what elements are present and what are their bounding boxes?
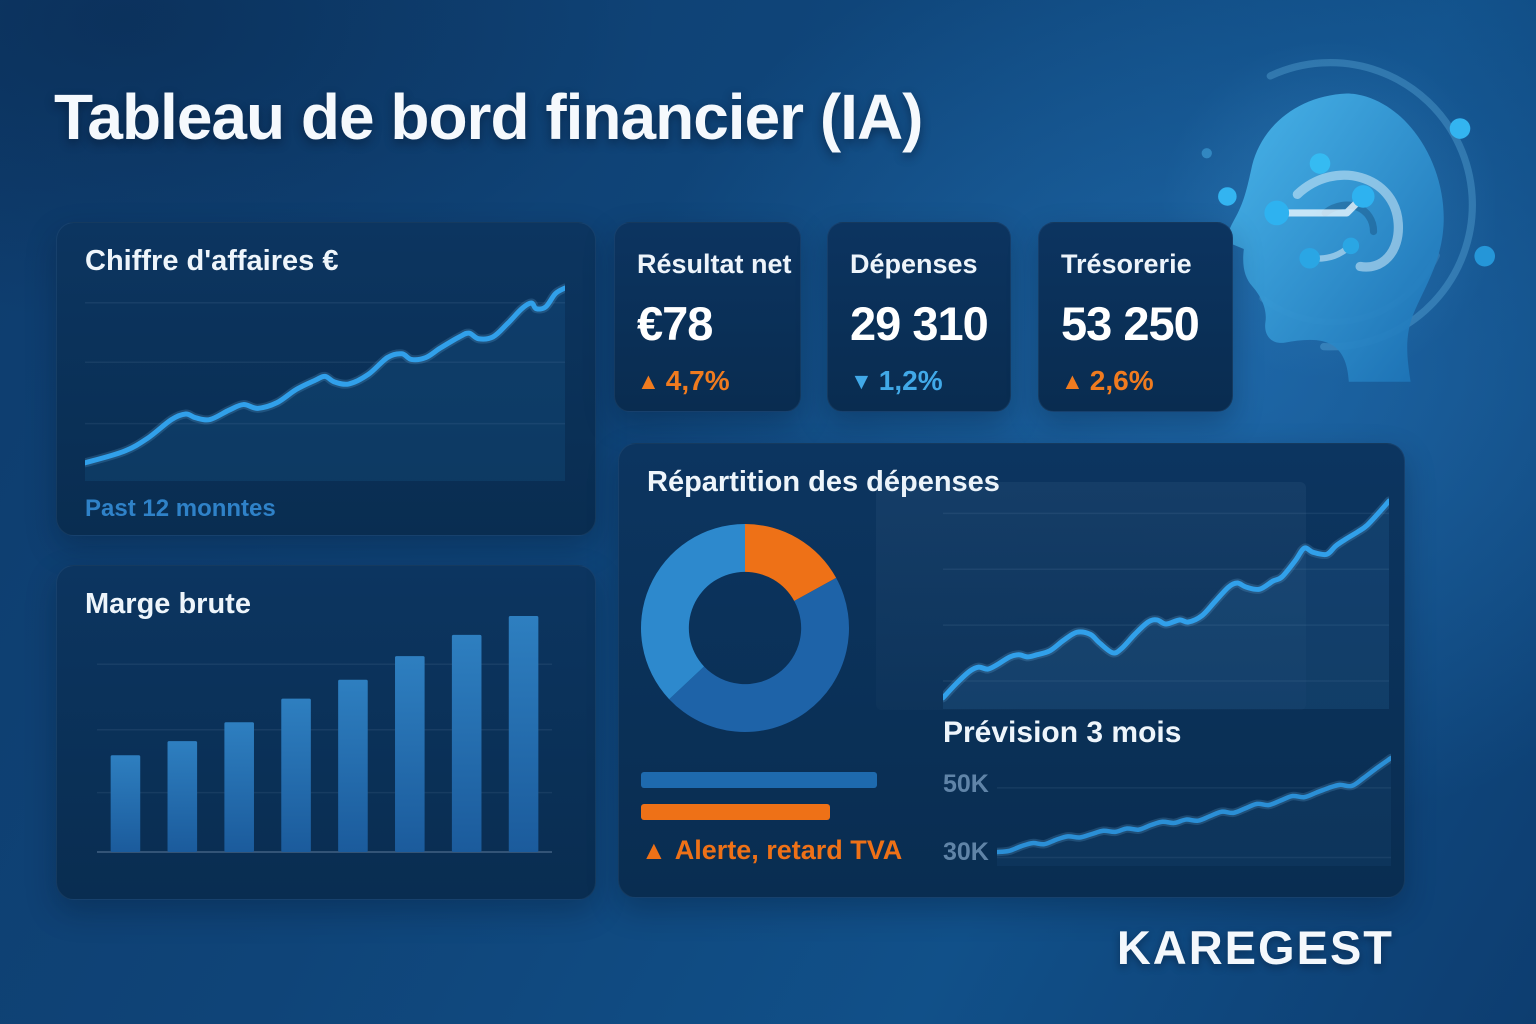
- mini-bar: [641, 804, 830, 820]
- forecast-line-chart: [997, 753, 1391, 866]
- kpi-delta-value: 4,7%: [665, 365, 730, 396]
- alert-triangle-icon: ▲: [641, 835, 667, 865]
- mini-bar: [641, 772, 877, 788]
- kpi-card-depenses: Dépenses 29 310 ▼ 1,2%: [827, 222, 1011, 412]
- alert-text: Alerte, retard TVA: [674, 835, 903, 865]
- expenses-trend-line-chart: [943, 496, 1389, 709]
- circuit-node-icon: [1309, 153, 1331, 174]
- expenses-donut-chart: [641, 524, 849, 732]
- margin-bar-chart: [97, 616, 552, 853]
- breakdown-card: Répartition des dépenses ▲ Alerte, retar…: [618, 443, 1405, 898]
- kpi-delta: ▼ 1,2%: [850, 365, 990, 397]
- mini-bars: [641, 772, 877, 836]
- circuit-node-icon: [1342, 237, 1360, 255]
- kpi-card-tresorerie: Trésorerie 53 250 ▲ 2,6%: [1038, 222, 1233, 412]
- up-arrow-icon: ▲: [1061, 367, 1084, 394]
- revenue-line-chart: [85, 283, 565, 481]
- kpi-delta: ▲ 4,7%: [637, 365, 780, 397]
- orbit-node-icon: [1218, 187, 1237, 206]
- forecast-title: Prévision 3 mois: [943, 716, 1182, 749]
- revenue-card: Chiffre d'affaires € Past 12 monntes: [56, 222, 596, 536]
- kpi-label: Trésorerie: [1061, 249, 1192, 279]
- y-axis-label-50k: 50K: [943, 770, 989, 798]
- kpi-value: €78: [637, 297, 713, 350]
- circuit-node-icon: [1351, 185, 1375, 208]
- kpi-delta-value: 1,2%: [878, 365, 943, 396]
- breakdown-card-title: Répartition des dépenses: [647, 466, 1000, 498]
- circuit-node-icon: [1264, 200, 1290, 226]
- kpi-delta: ▲ 2,6%: [1061, 365, 1212, 397]
- up-arrow-icon: ▲: [637, 367, 660, 394]
- kpi-label: Dépenses: [850, 249, 978, 279]
- brand-logo: KAREGEST: [1116, 921, 1394, 974]
- revenue-caption: Past 12 monntes: [85, 495, 276, 522]
- orbit-node-icon: [1201, 148, 1212, 159]
- circuit-node-icon: [1299, 247, 1320, 269]
- kpi-label: Résultat net: [637, 249, 792, 279]
- kpi-delta-value: 2,6%: [1089, 365, 1154, 396]
- kpi-card-resultat-net: Résultat net €78 ▲ 4,7%: [614, 222, 801, 412]
- page-title: Tableau de bord financier (IA): [54, 81, 923, 153]
- margin-card: Marge brute: [56, 565, 596, 900]
- orbit-node-icon: [1474, 245, 1495, 267]
- ai-head-illustration: [1160, 40, 1495, 382]
- alert-row: ▲ Alerte, retard TVA: [641, 835, 902, 866]
- margin-card-title: Marge brute: [85, 588, 251, 620]
- head-silhouette: [1227, 93, 1444, 382]
- ear-spiral: [1292, 170, 1403, 272]
- orbit-node-icon: [1449, 118, 1471, 139]
- down-arrow-icon: ▼: [850, 367, 873, 394]
- trend-chart-panel: [876, 482, 1306, 710]
- kpi-value: 53 250: [1061, 297, 1200, 350]
- y-axis-label-30k: 30K: [943, 838, 989, 866]
- kpi-value: 29 310: [850, 297, 989, 350]
- revenue-card-title: Chiffre d'affaires €: [85, 245, 339, 277]
